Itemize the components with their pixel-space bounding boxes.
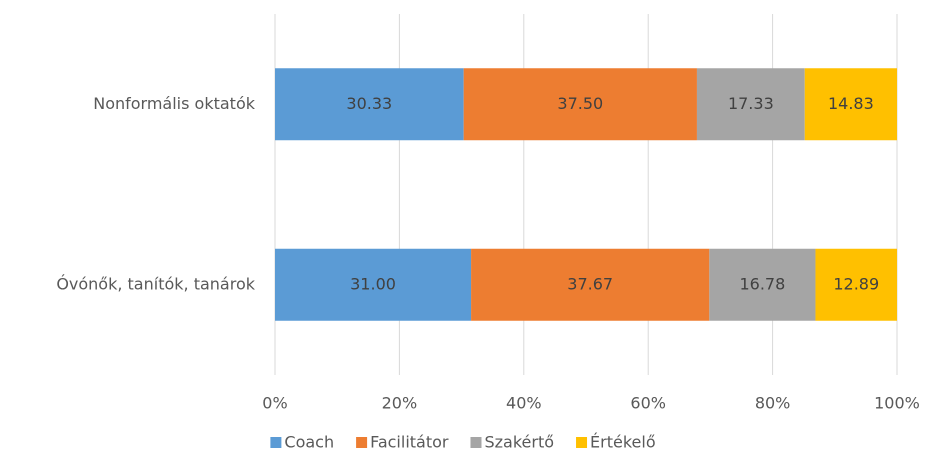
legend-label: Coach xyxy=(284,433,334,452)
legend-label: Facilitátor xyxy=(370,433,449,452)
value-label: 30.33 xyxy=(346,94,392,113)
category-label: Óvónők, tanítók, tanárok xyxy=(56,274,255,293)
x-tick-label: 20% xyxy=(382,394,418,413)
value-label: 31.00 xyxy=(350,274,396,293)
bar-segment xyxy=(804,68,897,141)
legend-swatch xyxy=(470,437,482,448)
bar-segment xyxy=(471,248,710,321)
bar-segment xyxy=(275,248,472,321)
x-tick-label: 100% xyxy=(874,394,920,413)
bar-segment xyxy=(275,68,464,141)
bar-segment xyxy=(463,68,697,141)
value-label: 37.67 xyxy=(567,274,613,293)
value-label: 17.33 xyxy=(728,94,774,113)
x-tick-label: 0% xyxy=(262,394,287,413)
legend-label: Szakértő xyxy=(484,433,554,452)
value-label: 16.78 xyxy=(739,274,785,293)
bar-segment xyxy=(709,248,816,321)
x-tick-label: 60% xyxy=(630,394,666,413)
bar-segment xyxy=(696,68,805,141)
value-label: 14.83 xyxy=(828,94,874,113)
legend-label: Értékelő xyxy=(590,433,656,452)
x-tick-label: 40% xyxy=(506,394,542,413)
value-label: 37.50 xyxy=(557,94,603,113)
legend-swatch xyxy=(270,437,282,448)
bar-segment xyxy=(815,248,897,321)
value-label: 12.89 xyxy=(833,274,879,293)
category-label: Nonformális oktatók xyxy=(93,94,256,113)
legend-swatch xyxy=(576,437,588,448)
legend-swatch xyxy=(356,437,368,448)
x-tick-label: 80% xyxy=(755,394,791,413)
